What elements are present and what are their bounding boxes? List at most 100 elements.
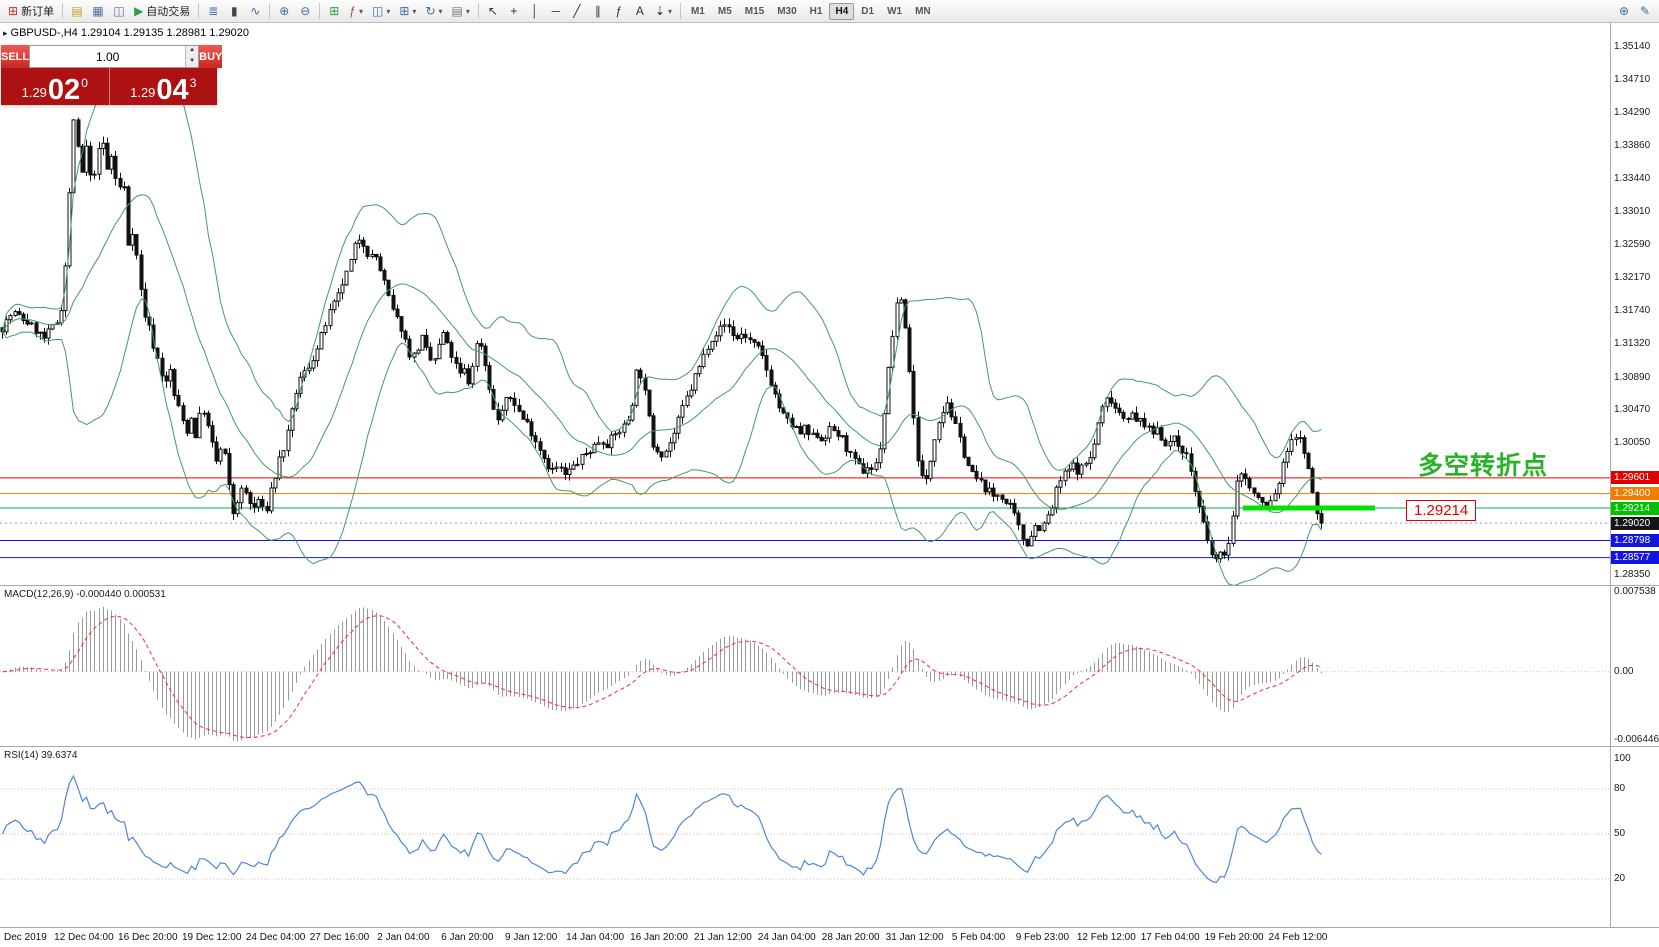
panel-separator-rsi[interactable] [0, 746, 1659, 747]
timeframe-d1-button[interactable]: D1 [861, 5, 875, 17]
rsi-indicator-label: RSI(14) 39.6374 [4, 750, 78, 761]
sell-price-point: 0 [81, 76, 88, 90]
timeframe-m15-button[interactable]: M15 [744, 5, 765, 17]
terminal-button[interactable]: ◫ [109, 2, 129, 21]
indicator-windows-button[interactable]: ◫ ▾ [368, 2, 394, 21]
market-watch-icon: ▦ [92, 4, 104, 18]
candlestick-chart-button[interactable]: ▮ [224, 2, 244, 21]
tile-windows-icon: ⊞ [329, 4, 340, 18]
price-scale-level-tag: 1.29214 [1611, 501, 1659, 515]
candlestick-chart-icon: ▮ [230, 4, 238, 18]
volume-increase-button[interactable]: ▲ [186, 46, 199, 57]
buy-price-point: 3 [189, 76, 197, 90]
text-button[interactable]: A [630, 2, 650, 21]
volume-input[interactable] [30, 46, 186, 67]
arrows-icon: ⇣ [654, 4, 665, 18]
time-axis[interactable]: Dec 2019 12 Dec 04:00 16 Dec 20:00 19 Dec 1… [0, 927, 1659, 947]
price-scale-level-tag: 1.28577 [1611, 551, 1659, 565]
bar-chart-button[interactable]: ≣ [203, 2, 223, 21]
trendline-button[interactable]: ╱ [567, 2, 587, 21]
time-axis-label: 9 Jan 12:00 [505, 932, 558, 943]
timeframe-w1-button[interactable]: W1 [887, 5, 903, 17]
panel-separator-macd[interactable] [0, 585, 1659, 586]
time-axis-label: 14 Jan 04:00 [566, 932, 624, 943]
tile-windows-button[interactable]: ⊞ [324, 2, 344, 21]
indicators-button[interactable]: ƒ ▾ [345, 2, 367, 21]
one-click-collapse-button[interactable]: ▸ [3, 27, 8, 38]
time-axis-label: 28 Jan 20:00 [821, 932, 880, 943]
main-chart-panel[interactable] [0, 23, 1610, 587]
line-chart-button[interactable]: ∿ [245, 2, 265, 21]
buy-price-display[interactable]: 1.29 04 3 [110, 68, 218, 105]
crosshair-button[interactable]: + [504, 2, 524, 21]
add-window-button[interactable]: ⊞ ▾ [395, 2, 420, 21]
indicators-icon: ƒ [349, 4, 356, 18]
fibonacci-button[interactable]: ƒ [609, 2, 629, 21]
vertical-line-icon: │ [531, 4, 539, 18]
zoom-in-button[interactable]: ⊕ [274, 2, 294, 21]
macd-scale-tick: 0.007538 [1614, 586, 1656, 597]
vertical-line-button[interactable]: │ [525, 2, 545, 21]
time-axis-label: 6 Jan 20:00 [441, 932, 494, 943]
cursor-icon: ↖ [487, 4, 498, 18]
period-selector-button[interactable]: ↻ ▾ [421, 2, 446, 21]
sell-price-pips: 02 [47, 74, 81, 106]
equidistant-channel-button[interactable]: ∥ [588, 2, 608, 21]
cursor-button[interactable]: ↖ [483, 2, 503, 21]
volume-decrease-button[interactable]: ▼ [186, 56, 199, 67]
buy-button[interactable]: BUY [199, 45, 223, 68]
dropdown-caret-icon: ▾ [386, 6, 391, 16]
volume-spinner: ▲ ▼ [185, 46, 199, 67]
bar-chart-icon: ≣ [208, 4, 219, 18]
timeframe-m5-button[interactable]: M5 [717, 5, 732, 17]
time-axis-label: 16 Jan 20:00 [630, 932, 688, 943]
autotrading-button[interactable]: ▶ 自动交易 [130, 2, 194, 21]
chart-zoom-button[interactable]: ⊕ [1614, 2, 1634, 21]
price-scale-level-tag: 1.28798 [1611, 533, 1659, 547]
chart-zoom-icon: ⊕ [1618, 4, 1630, 18]
timeframe-m30-button[interactable]: M30 [777, 5, 797, 17]
timeframe-m1-button[interactable]: M1 [690, 5, 705, 17]
time-axis-label: 21 Jan 12:00 [693, 932, 752, 943]
price-divider [108, 68, 110, 105]
time-axis-label: 9 Feb 23:00 [1015, 932, 1070, 943]
arrows-button[interactable]: ⇣ ▾ [651, 2, 676, 21]
macd-panel[interactable] [0, 586, 1610, 746]
price-scale-tick: 1.33440 [1614, 172, 1651, 184]
new-order-button[interactable]: ⊞ 新订单 [4, 2, 58, 21]
horizontal-line-button[interactable]: ─ [546, 2, 566, 21]
new-order-label: 新订单 [21, 6, 55, 18]
trendline-icon: ╱ [573, 4, 581, 18]
macd-indicator-label: MACD(12,26,9) -0.000440 0.000531 [4, 589, 166, 600]
time-axis-label: Dec 2019 [4, 932, 47, 943]
timeframe-mn-button[interactable]: MN [915, 5, 931, 17]
toolbar-separator [679, 3, 681, 19]
zoom-out-button[interactable]: ⊖ [295, 2, 315, 21]
time-axis-label: 19 Feb 20:00 [1204, 932, 1264, 943]
charts-profile-button[interactable]: ▤ [67, 2, 87, 21]
timeframe-h1-button[interactable]: H1 [809, 5, 823, 17]
draw-button[interactable]: ✎ [1635, 2, 1655, 21]
sell-button[interactable]: SELL [1, 45, 30, 68]
toolbar-separator [198, 3, 200, 19]
price-scale-tick: 1.32590 [1614, 239, 1651, 251]
time-axis-label: 16 Dec 20:00 [118, 932, 178, 943]
dropdown-caret-icon: ▾ [412, 6, 417, 16]
rsi-panel[interactable] [0, 747, 1610, 927]
period-selector-icon: ↻ [425, 4, 436, 18]
macd-canvas [0, 606, 1610, 742]
market-watch-button[interactable]: ▦ [88, 2, 108, 21]
macd-scale-tick: -0.006446 [1614, 734, 1659, 745]
time-axis-label: 19 Dec 12:00 [181, 932, 242, 943]
terminal-icon: ◫ [113, 4, 125, 18]
equidistant-channel-icon: ∥ [594, 4, 601, 18]
timeframe-h4-button[interactable]: H4 [829, 2, 855, 20]
text-icon: A [635, 4, 644, 18]
price-scale-border [1610, 23, 1611, 927]
sell-price-display[interactable]: 1.29 02 0 [1, 68, 109, 105]
time-axis-label: 12 Dec 04:00 [54, 932, 114, 943]
templates-button[interactable]: ▤ ▾ [448, 2, 474, 21]
time-axis-label: 27 Dec 16:00 [309, 932, 370, 943]
time-axis-label: 17 Feb 04:00 [1140, 932, 1200, 943]
dropdown-caret-icon: ▾ [667, 6, 672, 16]
